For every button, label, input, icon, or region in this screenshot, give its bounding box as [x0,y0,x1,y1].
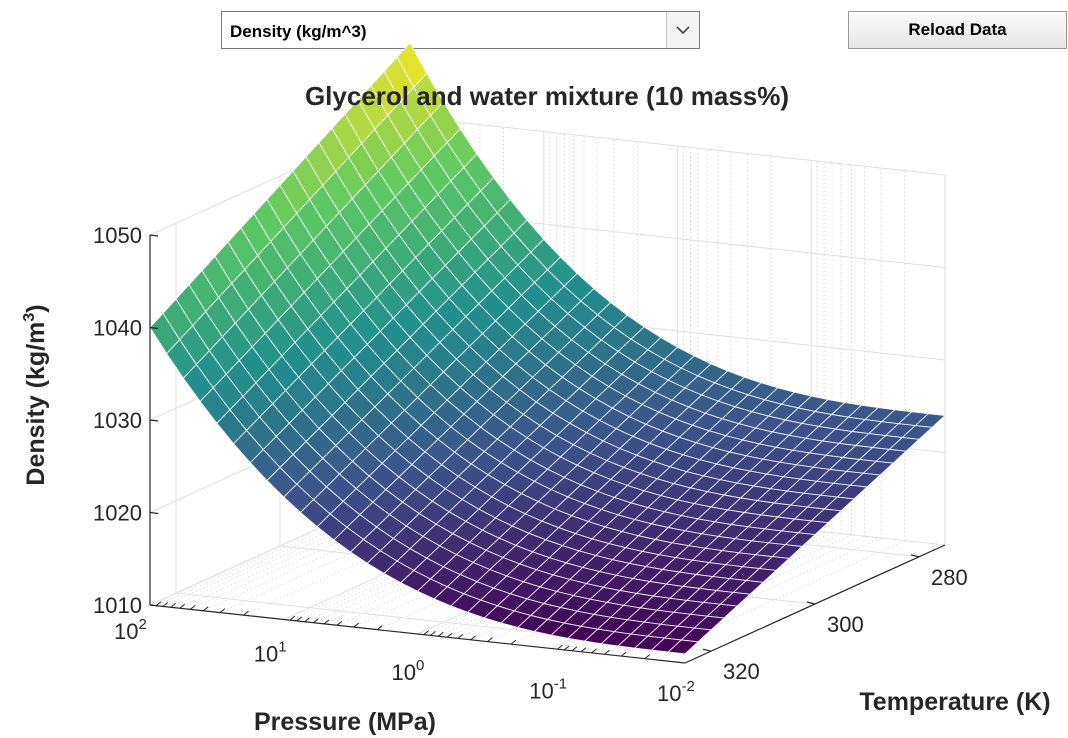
pressure-minor-tick [487,637,493,642]
pressure-minor-tick [243,610,249,616]
pressure-minor-tick [446,632,453,638]
pressure-minor-tick [470,635,477,641]
surface-patch [667,639,700,655]
pressure-minor-tick [336,620,343,626]
z-axis-label-sup: 3 [21,313,38,322]
y-axis-label: Temperature (K) [859,688,1050,716]
pressure-minor-tick [323,619,330,625]
density-tick [149,419,159,422]
chevron-down-icon[interactable] [666,12,699,48]
pressure-minor-tick [219,608,226,613]
z-axis-label-base: Density (kg/m [22,322,50,486]
temperature-tick [910,554,920,558]
pressure-minor-tick [580,647,587,653]
back-gridline [409,116,946,176]
density-tick-label: 1050 [93,223,142,248]
pressure-minor-tick [376,625,383,631]
pressure-minor-tick [591,648,597,654]
pressure-minor-tick [563,645,570,651]
pressure-minor-tick [313,618,319,624]
pressure-minor-tick [162,602,169,607]
pressure-minor-tick [179,603,185,609]
pressure-minor-tick [202,606,209,612]
chart-title: Glycerol and water mixture (10 mass%) [305,81,789,111]
pressure-axis-line [149,604,686,664]
reload-data-button[interactable]: Reload Data [848,11,1067,49]
density-tick-label: 1030 [93,408,142,433]
x-axis-label: Pressure (MPa) [254,708,436,736]
pressure-minor-tick [571,646,578,652]
temperature-tick [806,601,816,605]
pressure-minor-tick [296,616,303,622]
pressure-tick-label: 10-2 [657,678,695,706]
pressure-minor-tick [353,622,359,628]
density-surface [149,42,947,655]
pressure-minor-tick [289,615,296,621]
pressure-minor-tick [557,644,563,650]
pressure-tick-label: 102 [114,616,147,644]
z-axis-label: Density (kg/m3) [21,304,50,485]
density-tick [149,326,159,330]
temperature-tick-label: 300 [827,612,864,637]
pressure-minor-tick [189,604,196,610]
pressure-minor-tick [604,649,610,655]
density-tick [149,234,159,237]
pressure-tick-label: 101 [254,639,287,667]
z-axis-label-close: ) [22,304,50,312]
pressure-minor-tick [510,639,517,645]
pressure-minor-tick [430,631,436,636]
temperature-tick [702,648,712,652]
pressure-minor-tick [155,601,162,607]
pressure-minor-tick [620,651,627,657]
density-tick-label: 1020 [93,501,142,526]
pressure-minor-tick [644,654,651,660]
axes-labels: 1010 1020 1030 1040 1050 102 101 100 10-1 10-2 280… [93,223,968,706]
density-tick-label: 1040 [93,316,142,341]
pressure-minor-tick [457,633,464,639]
pressure-minor-tick [304,617,310,623]
pressure-tick-label: 10-1 [529,676,567,704]
temperature-tick-label: 280 [931,565,968,590]
pressure-minor-tick [170,602,177,608]
property-dropdown[interactable]: Density (kg/m^3) [221,11,700,49]
pressure-minor-tick [437,631,444,637]
property-dropdown-value: Density (kg/m^3) [230,22,367,41]
temperature-tick-label: 320 [723,659,760,684]
pressure-minor-tick [423,630,429,636]
pressure-tick-label: 100 [392,657,425,685]
density-tick [149,511,159,515]
density-tick-label: 1010 [93,593,142,618]
